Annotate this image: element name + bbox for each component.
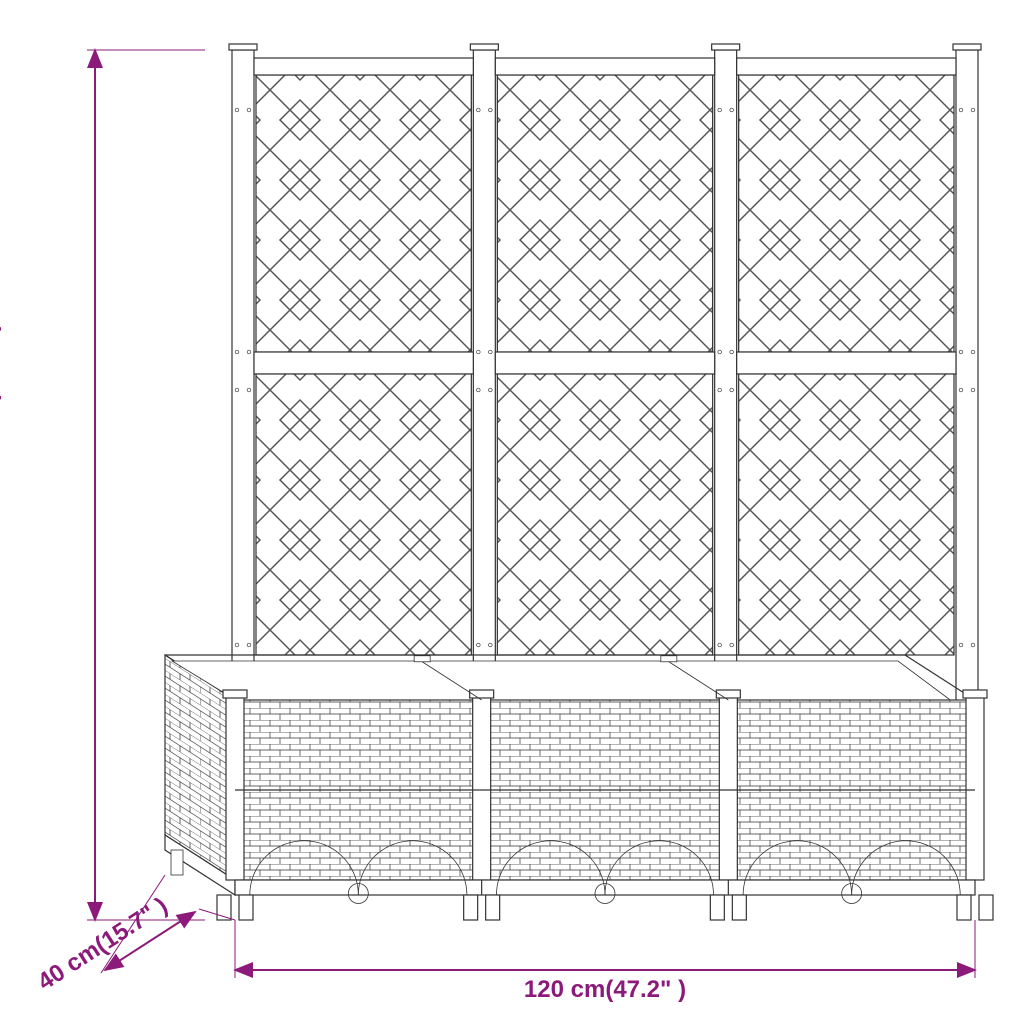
dim-label-width: 120 cm(47.2" ) [524, 976, 686, 1004]
dim-height-in: (53.5" ) [0, 323, 2, 404]
dim-width-cm: 120 cm [524, 976, 605, 1003]
trellis [229, 44, 981, 715]
dim-label-height: 136 cm(53.5" ) [0, 323, 3, 485]
planter-box [165, 655, 993, 920]
dim-width-in: (47.2" ) [605, 976, 686, 1003]
dim-height-cm: 136 cm [0, 404, 2, 485]
